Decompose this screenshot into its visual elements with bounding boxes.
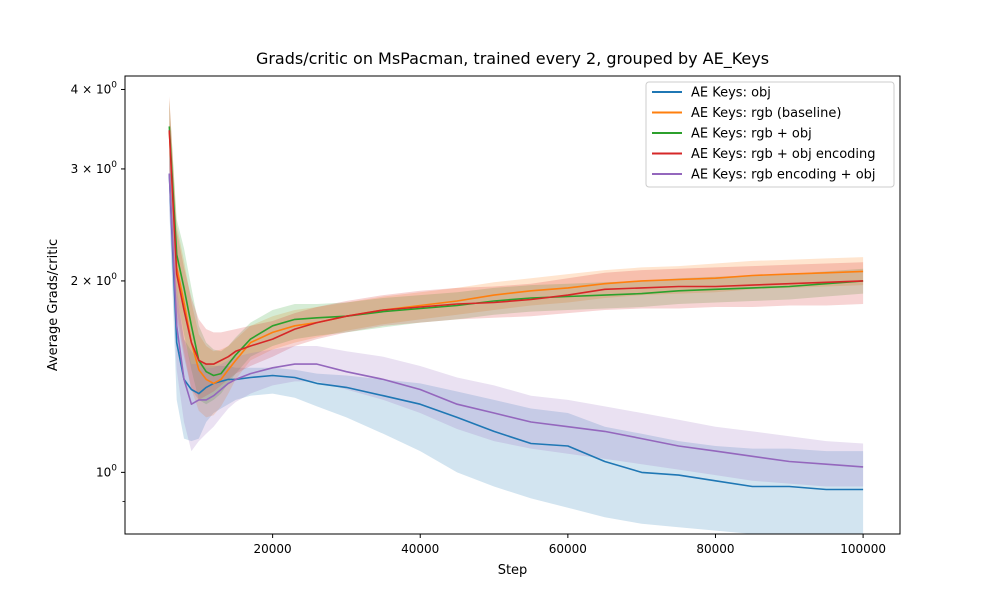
plot-frame	[124, 75, 901, 535]
y-tick-label-4: 4 × 100	[71, 80, 118, 96]
y-axis-label: Average Grads/critic	[46, 239, 61, 371]
line-series-4	[168, 130, 864, 365]
x-tick-label-2: 40000	[401, 542, 439, 556]
x-tick-label-1: 20000	[254, 542, 292, 556]
band-series-3	[169, 100, 864, 405]
y-axis-ticks: 100 2 × 100 3 × 100 4 × 100	[71, 80, 125, 502]
legend-entry-2: AE Keys: rgb (baseline)	[691, 106, 841, 121]
line-series-5	[168, 173, 864, 468]
legend-entry-3: AE Keys: rgb + obj	[691, 127, 812, 142]
series-lines	[168, 126, 864, 491]
band-series-1	[169, 151, 864, 534]
x-tick-label-5: 100000	[840, 542, 886, 556]
line-series-1	[168, 173, 864, 491]
chart-title: Grads/critic on MsPacman, trained every …	[256, 49, 769, 69]
y-tick-label-1: 100	[96, 463, 117, 479]
legend-box	[645, 81, 895, 188]
legend-entry-5: AE Keys: rgb encoding + obj	[691, 168, 876, 183]
x-axis-ticks: 20000 40000 60000 80000 100000	[254, 534, 886, 556]
y-tick-label-3: 3 × 100	[71, 160, 118, 176]
y-tick-label-2: 2 × 100	[71, 272, 118, 288]
x-tick-label-4: 80000	[696, 542, 734, 556]
band-series-4	[169, 96, 864, 400]
legend: AE Keys: obj AE Keys: rgb (baseline) AE Ke…	[645, 81, 895, 188]
legend-entry-4: AE Keys: rgb + obj encoding	[691, 147, 876, 162]
x-axis-label: Step	[498, 563, 528, 578]
legend-entry-1: AE Keys: obj	[691, 86, 771, 101]
x-tick-label-3: 60000	[549, 542, 587, 556]
